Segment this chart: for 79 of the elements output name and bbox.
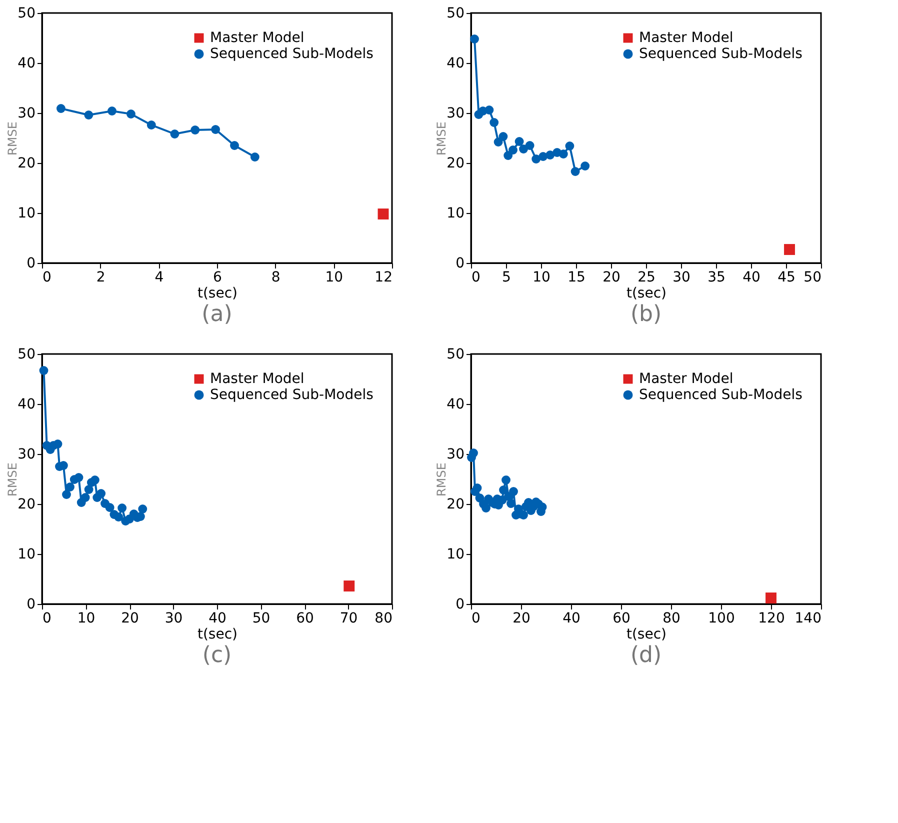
x-tick-label: 8 [271, 270, 280, 286]
y-tick-label: 50 [18, 346, 36, 362]
legend-label: Sequenced Sub-Models [639, 387, 802, 403]
y-tick-label: 30 [446, 106, 464, 122]
x-tick-label: 20 [602, 270, 620, 286]
text: (a) [202, 302, 232, 327]
x-tick-label: 45 [778, 270, 796, 286]
y-tick-label: 30 [446, 446, 464, 462]
x-tick-label: 30 [164, 610, 183, 626]
x-tick-label: 60 [296, 610, 314, 626]
y-axis-title: RMSE [434, 462, 449, 496]
x-tick-label: 12 [374, 270, 392, 286]
x-tick-label: 10 [532, 270, 550, 286]
x-tick-label: 10 [325, 270, 344, 286]
y-tick-label: 40 [18, 56, 36, 72]
text: (c) [202, 643, 232, 668]
x-tick-label: 6 [213, 270, 222, 286]
x-axis-title: t(sec) [197, 626, 238, 642]
y-tick-label: 10 [446, 206, 464, 222]
x-axis-title: t(sec) [626, 626, 667, 642]
x-tick-label: 20 [512, 610, 530, 626]
y-tick-label: 10 [18, 546, 36, 562]
x-tick-label: 140 [794, 610, 822, 626]
y-tick-label: 20 [446, 496, 464, 512]
x-tick-label: 0 [472, 270, 480, 286]
y-tick-label: 10 [446, 546, 464, 562]
x-tick-label: 35 [708, 270, 726, 286]
x-tick-label: 2 [96, 270, 106, 286]
x-tick-label: 80 [374, 610, 392, 626]
y-tick-label: 20 [18, 496, 36, 512]
y-tick-label: 30 [18, 106, 36, 122]
y-tick-label: 0 [456, 256, 464, 272]
x-tick-label: 20 [121, 610, 139, 626]
legend-label: Master Model [210, 371, 304, 387]
x-tick-label: 10 [77, 610, 96, 626]
legend-label: Sequenced Sub-Models [210, 46, 374, 62]
x-tick-label: 30 [672, 270, 690, 286]
y-tick-label: 20 [446, 156, 464, 172]
x-tick-label: 40 [562, 610, 580, 626]
y-tick-label: 50 [446, 6, 464, 22]
x-tick-label: 0 [42, 270, 52, 286]
x-axis-title: t(sec) [626, 286, 667, 302]
x-tick-label: 25 [638, 270, 656, 286]
legend-label: Sequenced Sub-Models [210, 387, 374, 403]
x-tick-label: 50 [804, 270, 822, 286]
x-tick-label: 5 [502, 270, 511, 286]
y-tick-label: 40 [18, 396, 36, 412]
text: (b) [630, 302, 662, 327]
y-tick-label: 50 [18, 6, 36, 22]
x-tick-label: 80 [662, 610, 680, 626]
y-axis-title: RMSE [6, 462, 20, 496]
x-tick-label: 0 [472, 610, 480, 626]
text: (d) [630, 643, 662, 668]
x-tick-label: 4 [154, 270, 164, 286]
legend-label: Master Model [210, 30, 304, 46]
x-tick-label: 0 [42, 610, 52, 626]
x-tick-label: 60 [612, 610, 630, 626]
x-tick-label: 100 [708, 610, 735, 626]
x-tick-label: 50 [252, 610, 270, 626]
x-tick-label: 70 [340, 610, 358, 626]
y-tick-label: 0 [26, 596, 36, 612]
y-tick-label: 20 [18, 156, 36, 172]
x-axis-title: t(sec) [197, 286, 238, 302]
x-tick-label: 15 [568, 270, 586, 286]
y-tick-label: 40 [446, 396, 464, 412]
y-axis-title: RMSE [434, 122, 449, 156]
y-tick-label: 50 [446, 346, 464, 362]
y-axis-title: RMSE [6, 122, 20, 156]
x-tick-label: 40 [742, 270, 760, 286]
y-tick-label: 0 [26, 256, 36, 272]
y-tick-label: 30 [18, 446, 36, 462]
y-tick-label: 10 [18, 206, 36, 222]
x-tick-label: 40 [208, 610, 226, 626]
legend-label: Master Model [639, 371, 734, 387]
legend-label: Master Model [639, 30, 734, 46]
y-tick-label: 0 [456, 596, 464, 612]
x-tick-label: 120 [758, 610, 785, 626]
y-tick-label: 40 [446, 56, 464, 72]
legend-label: Sequenced Sub-Models [639, 46, 802, 62]
